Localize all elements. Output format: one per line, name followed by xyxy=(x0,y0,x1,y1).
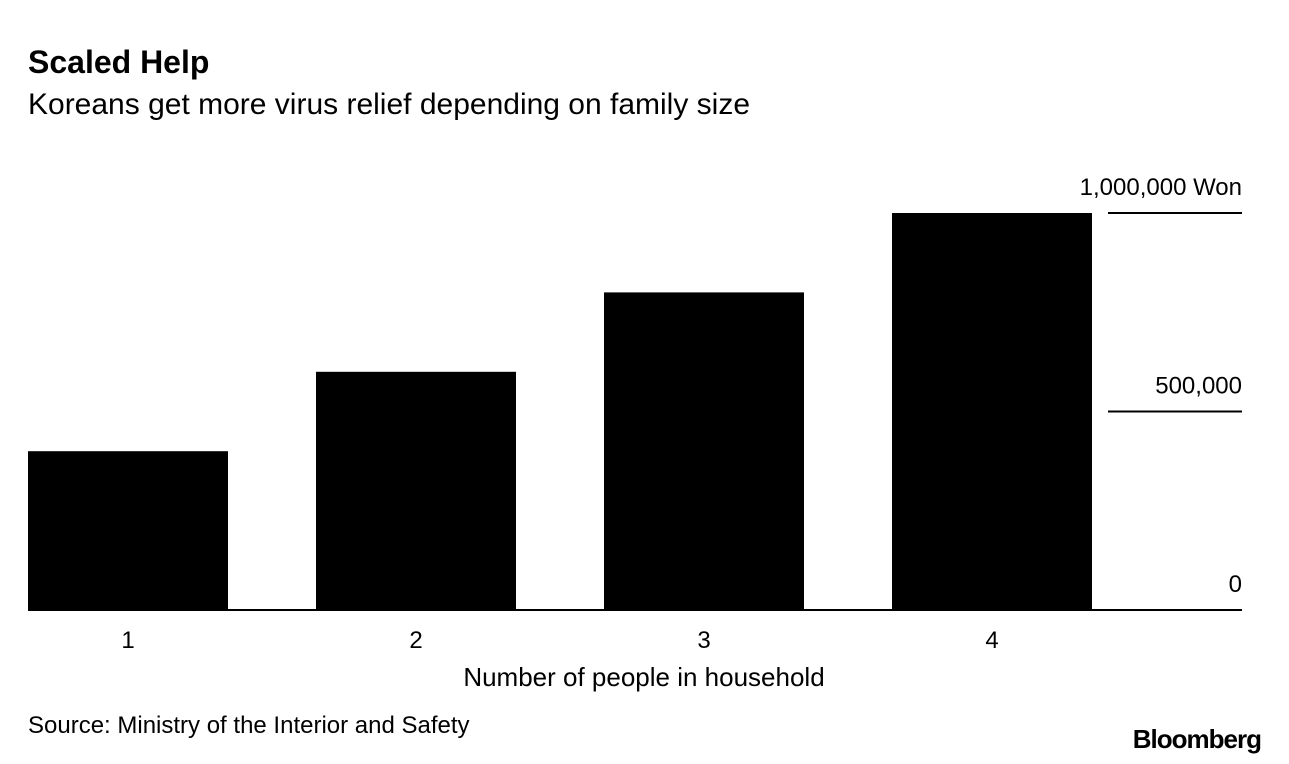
y-tick-label: 500,000 xyxy=(1155,373,1242,400)
y-tick-label: 1,000,000 Won xyxy=(1080,174,1242,201)
logo: Bloomberg xyxy=(1133,724,1261,754)
chart-title: Scaled Help xyxy=(28,44,209,80)
bar xyxy=(316,371,516,610)
x-tick-label: 4 xyxy=(985,627,998,654)
bar xyxy=(28,451,228,610)
x-axis-label: Number of people in household xyxy=(463,662,824,692)
bar xyxy=(604,292,804,610)
x-tick-label: 1 xyxy=(121,627,134,654)
chart-subtitle: Koreans get more virus relief depending … xyxy=(28,88,750,121)
bar xyxy=(892,213,1092,610)
y-tick-label: 0 xyxy=(1229,571,1242,598)
source: Source: Ministry of the Interior and Saf… xyxy=(28,712,470,739)
x-tick-label: 2 xyxy=(409,627,422,654)
x-tick-label: 3 xyxy=(697,627,710,654)
